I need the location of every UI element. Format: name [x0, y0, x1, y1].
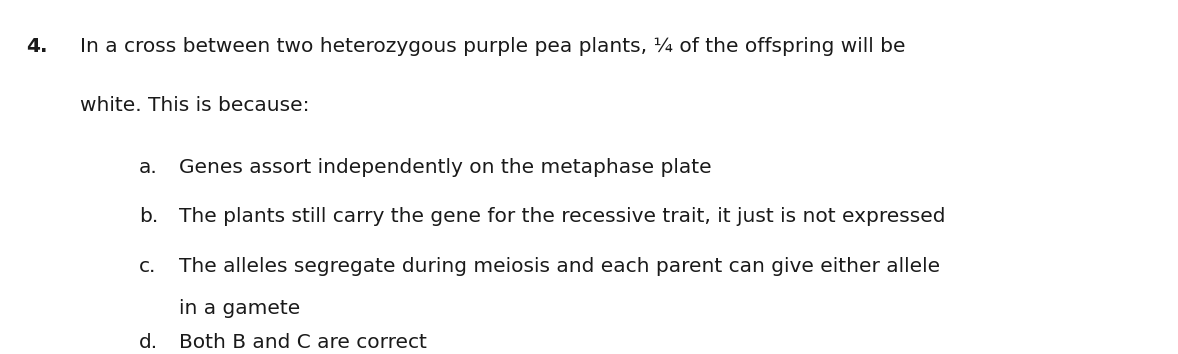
- Text: b.: b.: [139, 207, 158, 226]
- Text: white. This is because:: white. This is because:: [80, 96, 310, 115]
- Text: In a cross between two heterozygous purple pea plants, ¼ of the offspring will b: In a cross between two heterozygous purp…: [80, 37, 906, 56]
- Text: 4.: 4.: [26, 37, 47, 56]
- Text: Both B and C are correct: Both B and C are correct: [179, 333, 426, 352]
- Text: a.: a.: [139, 158, 158, 177]
- Text: The plants still carry the gene for the recessive trait, it just is not expresse: The plants still carry the gene for the …: [179, 207, 946, 226]
- Text: d.: d.: [139, 333, 158, 352]
- Text: Genes assort independently on the metaphase plate: Genes assort independently on the metaph…: [179, 158, 712, 177]
- Text: in a gamete: in a gamete: [179, 299, 300, 318]
- Text: c.: c.: [139, 257, 157, 276]
- Text: The alleles segregate during meiosis and each parent can give either allele: The alleles segregate during meiosis and…: [179, 257, 940, 276]
